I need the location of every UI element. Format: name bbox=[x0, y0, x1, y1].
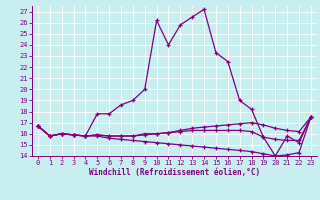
X-axis label: Windchill (Refroidissement éolien,°C): Windchill (Refroidissement éolien,°C) bbox=[89, 168, 260, 177]
